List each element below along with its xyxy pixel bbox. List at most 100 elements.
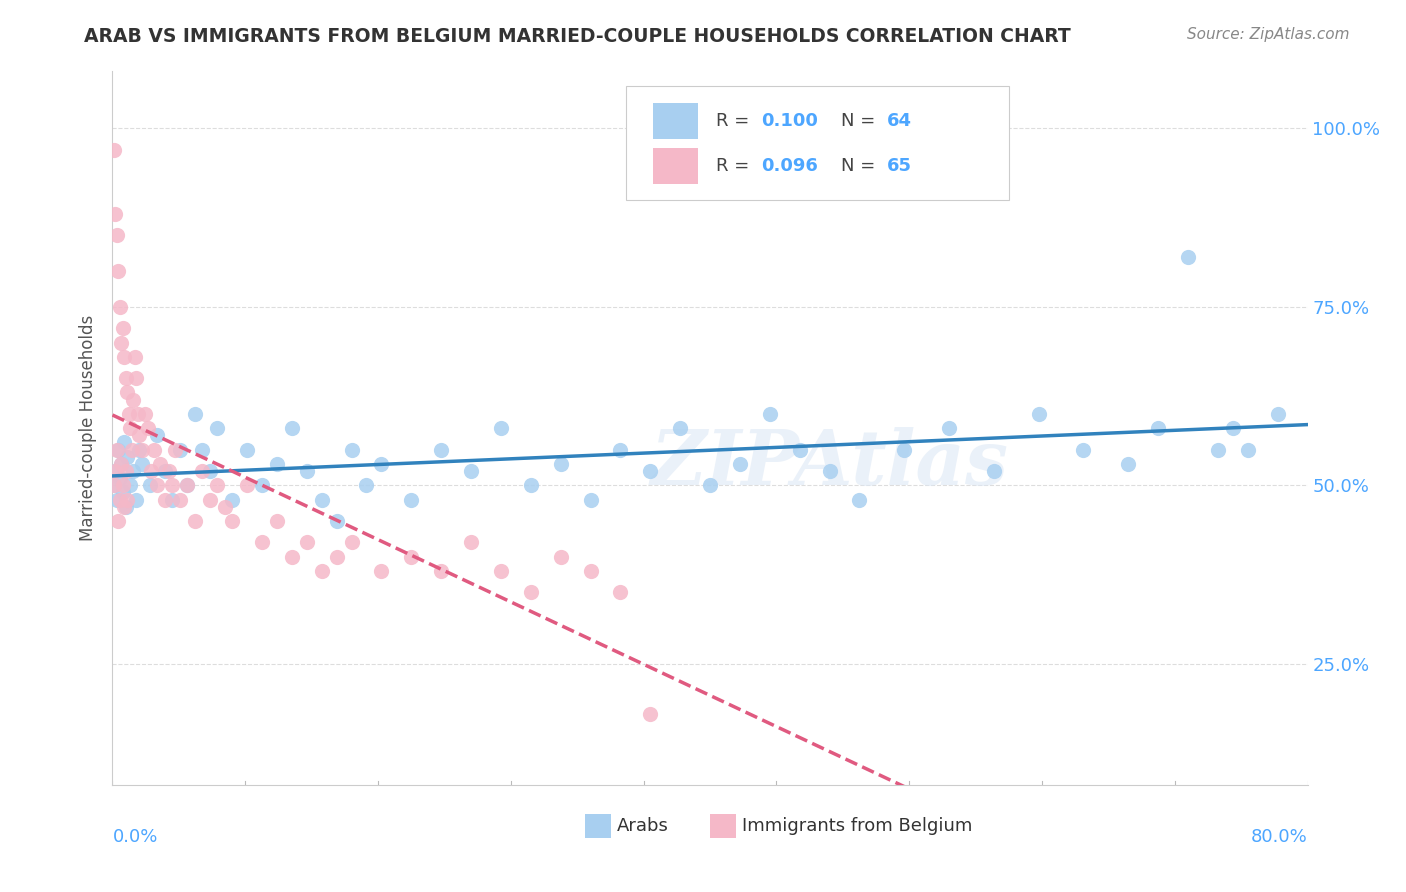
Point <box>120 478 142 492</box>
Point <box>893 442 915 457</box>
Point <box>430 442 453 457</box>
Point <box>205 478 228 492</box>
Point <box>1206 442 1229 457</box>
Point <box>131 442 153 457</box>
Point <box>124 350 146 364</box>
Point <box>139 478 162 492</box>
Point <box>818 464 841 478</box>
Point <box>122 392 145 407</box>
Point <box>370 457 392 471</box>
Point <box>609 585 631 599</box>
Point <box>1222 421 1244 435</box>
Point <box>430 564 453 578</box>
Point <box>114 500 135 514</box>
Point <box>295 464 318 478</box>
Point <box>131 457 153 471</box>
Point <box>579 492 602 507</box>
Point <box>236 478 259 492</box>
Point <box>162 492 183 507</box>
Point <box>460 535 482 549</box>
Bar <box>652 148 699 184</box>
Point <box>143 442 166 457</box>
Point <box>104 464 127 478</box>
Bar <box>585 814 610 838</box>
Point <box>103 143 125 157</box>
Point <box>1237 442 1260 457</box>
Point <box>120 421 142 435</box>
Point <box>125 371 148 385</box>
Point <box>105 492 128 507</box>
Point <box>281 549 304 564</box>
Y-axis label: Married-couple Households: Married-couple Households <box>79 315 97 541</box>
Point <box>104 207 127 221</box>
Point <box>699 478 721 492</box>
Point <box>122 464 145 478</box>
Text: ARAB VS IMMIGRANTS FROM BELGIUM MARRIED-COUPLE HOUSEHOLDS CORRELATION CHART: ARAB VS IMMIGRANTS FROM BELGIUM MARRIED-… <box>84 27 1071 45</box>
Point <box>266 457 288 471</box>
Point <box>401 492 423 507</box>
Point <box>669 421 692 435</box>
Bar <box>710 814 737 838</box>
Point <box>1177 250 1199 264</box>
Point <box>983 464 1005 478</box>
Point <box>183 514 205 528</box>
Point <box>789 442 811 457</box>
Text: N =: N = <box>842 157 882 175</box>
Point <box>105 228 128 243</box>
Point <box>146 478 169 492</box>
Point <box>107 514 129 528</box>
Point <box>221 492 243 507</box>
Text: R =: R = <box>716 112 755 130</box>
Point <box>176 478 198 492</box>
Point <box>938 421 960 435</box>
Point <box>153 492 176 507</box>
Point <box>115 464 138 478</box>
Point <box>134 407 156 421</box>
Point <box>107 264 129 278</box>
Point <box>108 300 131 314</box>
Point <box>128 428 150 442</box>
Point <box>183 407 205 421</box>
Point <box>609 442 631 457</box>
Point <box>1118 457 1140 471</box>
Point <box>117 492 139 507</box>
Point <box>198 464 221 478</box>
Point <box>115 500 138 514</box>
Point <box>311 492 333 507</box>
Point <box>520 585 543 599</box>
Text: 64: 64 <box>887 112 912 130</box>
Text: 0.0%: 0.0% <box>112 828 157 846</box>
Point <box>640 706 662 721</box>
Point <box>103 478 125 492</box>
Point <box>198 492 221 507</box>
FancyBboxPatch shape <box>627 86 1010 200</box>
Point <box>110 457 132 471</box>
Text: 80.0%: 80.0% <box>1251 828 1308 846</box>
Point <box>141 464 163 478</box>
Point <box>205 421 228 435</box>
Point <box>114 350 135 364</box>
Point <box>370 564 392 578</box>
Point <box>117 385 139 400</box>
Point <box>128 442 150 457</box>
Point <box>250 478 273 492</box>
Point <box>103 478 125 492</box>
Point <box>117 450 139 464</box>
Point <box>149 457 172 471</box>
Point <box>111 478 134 492</box>
Point <box>236 442 259 457</box>
Point <box>489 421 512 435</box>
Point <box>640 464 662 478</box>
Point <box>105 442 128 457</box>
Point <box>325 549 347 564</box>
Point <box>162 478 183 492</box>
Text: 0.100: 0.100 <box>762 112 818 130</box>
Text: 0.096: 0.096 <box>762 157 818 175</box>
Bar <box>652 103 699 139</box>
Point <box>110 335 132 350</box>
Point <box>266 514 288 528</box>
Point <box>295 535 318 549</box>
Point <box>460 464 482 478</box>
Point <box>115 371 138 385</box>
Text: R =: R = <box>716 157 755 175</box>
